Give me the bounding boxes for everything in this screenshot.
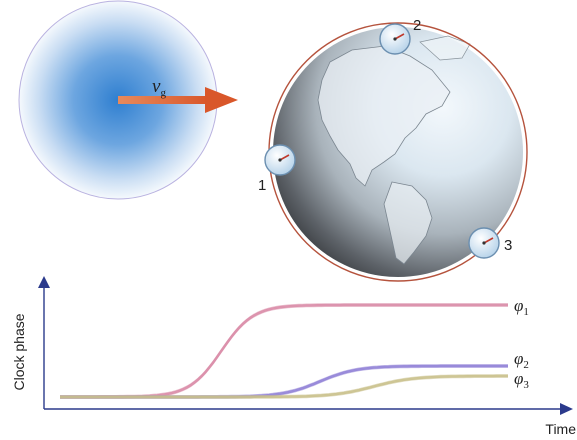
phase-curve-1-band (60, 305, 508, 399)
clock-1-hand-icon (279, 154, 290, 161)
clock-2-label: 2 (413, 17, 421, 34)
clock-2-pivot (393, 37, 397, 41)
south-america-shape (383, 181, 433, 265)
north-america-shape (317, 45, 451, 187)
clock-3-label: 3 (504, 237, 512, 254)
velocity-label: vg (152, 76, 166, 99)
velocity-arrow-head-icon (205, 87, 238, 113)
phase-curve-3 (60, 374, 508, 399)
velocity-arrow (118, 87, 238, 113)
phase-curve-3-band (60, 376, 508, 399)
x-axis-arrow-icon (560, 403, 573, 415)
clock-1 (264, 144, 296, 176)
series-label-1: φ1 (514, 296, 529, 318)
phase-curve-2-band (60, 364, 508, 397)
clock-1-label: 1 (258, 177, 266, 194)
clock-1-pivot (278, 158, 282, 162)
series-layer (60, 303, 508, 399)
clock-2-hand-icon (394, 33, 405, 40)
clock-3 (468, 227, 500, 259)
velocity-arrow-shaft (118, 96, 208, 104)
series-label-2: φ2 (514, 349, 529, 371)
x-axis-label: Time (545, 421, 576, 437)
earth-globe (273, 27, 523, 277)
y-axis-label: Clock phase (11, 313, 27, 390)
phase-curve-1-band (60, 303, 508, 397)
clock-3-hand-icon (483, 237, 494, 244)
phase-curve-1 (60, 303, 508, 399)
phase-curve-3-band (60, 374, 508, 397)
phase-curve-2 (60, 364, 508, 399)
greenland-shape (419, 35, 471, 61)
y-axis-arrow-icon (38, 276, 50, 288)
clock-3-pivot (482, 241, 486, 245)
series-label-3: φ3 (514, 369, 529, 391)
clock-2 (379, 23, 411, 55)
